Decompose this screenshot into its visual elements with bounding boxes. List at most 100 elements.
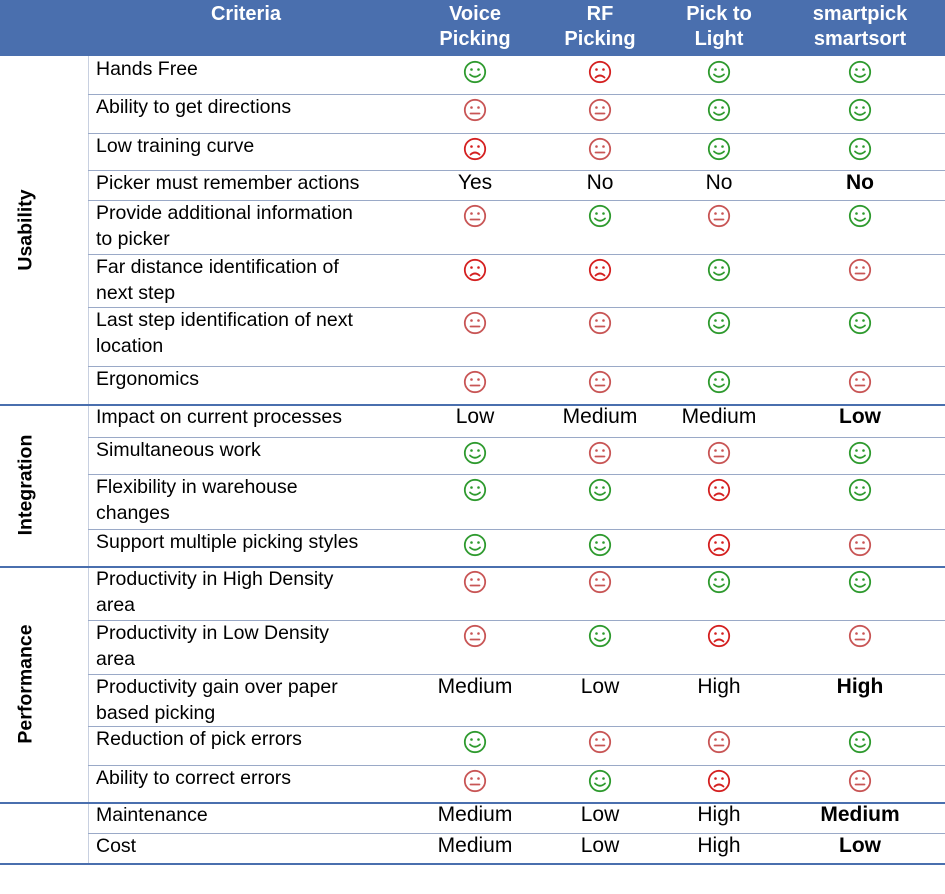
header-smartpick-smartsort: smartpick smartsort	[812, 3, 908, 50]
rating-text: No	[586, 171, 614, 194]
happy-face-icon	[659, 254, 779, 289]
rating-text: No	[705, 171, 733, 194]
criteria-label: Picker must remember actions	[96, 172, 360, 194]
neutral-face-icon	[540, 726, 660, 761]
neutral-face-icon	[415, 366, 535, 401]
table-row: Productivity gain over paper based picki…	[0, 674, 945, 726]
neutral-face-icon	[800, 366, 920, 401]
neutral-face-icon	[659, 726, 779, 761]
criteria-label: Provide additional information to picker	[96, 202, 353, 250]
happy-face-icon	[540, 474, 660, 509]
criteria-label: Far distance identification of next step	[96, 256, 339, 304]
column-divider	[88, 56, 89, 864]
neutral-face-icon	[540, 566, 660, 601]
table-row: Far distance identification of next step	[0, 254, 945, 307]
rating-text: Low	[839, 834, 881, 857]
happy-face-icon	[800, 307, 920, 342]
table-row: Low training curve	[0, 133, 945, 170]
table-row: Ability to get directions	[0, 94, 945, 133]
neutral-face-icon	[540, 366, 660, 401]
table-row: Maintenance Medium Low High Medium	[0, 802, 945, 833]
rating-text: High	[836, 675, 884, 698]
table-row: Simultaneous work	[0, 437, 945, 474]
neutral-face-icon	[659, 200, 779, 235]
criteria-label: Productivity in High Density area	[96, 568, 334, 616]
neutral-face-icon	[800, 254, 920, 289]
criteria-label: Productivity gain over paper based picki…	[96, 676, 338, 724]
criteria-label: Cost	[96, 835, 137, 857]
criteria-label: Last step identification of next locatio…	[96, 309, 353, 357]
rating-text: Medium	[562, 405, 638, 428]
table-row: Productivity in High Density area	[0, 566, 945, 620]
table-row: Ergonomics	[0, 366, 945, 404]
happy-face-icon	[800, 474, 920, 509]
criteria-label: Flexibility in warehouse changes	[96, 476, 298, 524]
criteria-label: Impact on current processes	[96, 406, 343, 428]
happy-face-icon	[540, 765, 660, 800]
sad-face-icon	[415, 254, 535, 289]
sad-face-icon	[659, 474, 779, 509]
rating-text: Medium	[437, 675, 513, 698]
row-divider	[88, 833, 945, 834]
happy-face-icon	[800, 726, 920, 761]
happy-face-icon	[659, 94, 779, 129]
row-divider	[88, 474, 945, 475]
sad-face-icon	[659, 620, 779, 655]
rating-text: Low	[580, 834, 620, 857]
row-divider	[88, 307, 945, 308]
header-pick-to-light: Pick to Light	[686, 3, 752, 50]
criteria-label: Support multiple picking styles	[96, 531, 359, 553]
table-row: Flexibility in warehouse changes	[0, 474, 945, 529]
happy-face-icon	[540, 529, 660, 564]
row-divider	[88, 170, 945, 171]
table-row: Reduction of pick errors	[0, 726, 945, 765]
row-divider	[0, 404, 945, 406]
row-divider	[88, 620, 945, 621]
header-rf-picking: RF Picking	[564, 3, 636, 50]
happy-face-icon	[415, 437, 535, 472]
happy-face-icon	[415, 474, 535, 509]
table-row: Productivity in Low Density area	[0, 620, 945, 674]
criteria-label: Simultaneous work	[96, 439, 261, 461]
sad-face-icon	[659, 529, 779, 564]
criteria-label: Ergonomics	[96, 368, 199, 390]
neutral-face-icon	[800, 620, 920, 655]
row-divider	[88, 765, 945, 766]
row-divider	[88, 254, 945, 255]
happy-face-icon	[415, 56, 535, 91]
table-row: Hands Free	[0, 56, 945, 94]
neutral-face-icon	[415, 620, 535, 655]
rating-text: Medium	[681, 405, 757, 428]
criteria-label: Low training curve	[96, 135, 255, 157]
row-divider	[88, 726, 945, 727]
table-row: Ability to correct errors	[0, 765, 945, 802]
happy-face-icon	[659, 56, 779, 91]
header-criteria: Criteria	[210, 3, 282, 25]
criteria-label: Ability to correct errors	[96, 767, 292, 789]
neutral-face-icon	[415, 307, 535, 342]
happy-face-icon	[540, 200, 660, 235]
table-row: Last step identification of next locatio…	[0, 307, 945, 366]
table-row: Provide additional information to picker	[0, 200, 945, 254]
neutral-face-icon	[415, 765, 535, 800]
happy-face-icon	[415, 529, 535, 564]
happy-face-icon	[800, 200, 920, 235]
neutral-face-icon	[415, 200, 535, 235]
rating-text: Yes	[457, 171, 493, 194]
header-voice-picking: Voice Picking	[439, 3, 511, 50]
rating-text: Low	[455, 405, 495, 428]
rating-text: High	[697, 675, 741, 698]
neutral-face-icon	[540, 307, 660, 342]
sad-face-icon	[415, 133, 535, 168]
criteria-label: Ability to get directions	[96, 96, 292, 118]
criteria-label: Maintenance	[96, 804, 208, 826]
happy-face-icon	[659, 307, 779, 342]
table-row: Cost Medium Low High Low	[0, 833, 945, 864]
row-divider	[88, 674, 945, 675]
rating-text: High	[697, 803, 741, 826]
rating-text: Low	[580, 803, 620, 826]
criteria-label: Productivity in Low Density area	[96, 622, 330, 670]
neutral-face-icon	[659, 437, 779, 472]
table-row: Support multiple picking styles	[0, 529, 945, 566]
table-bottom-rule	[0, 863, 945, 865]
